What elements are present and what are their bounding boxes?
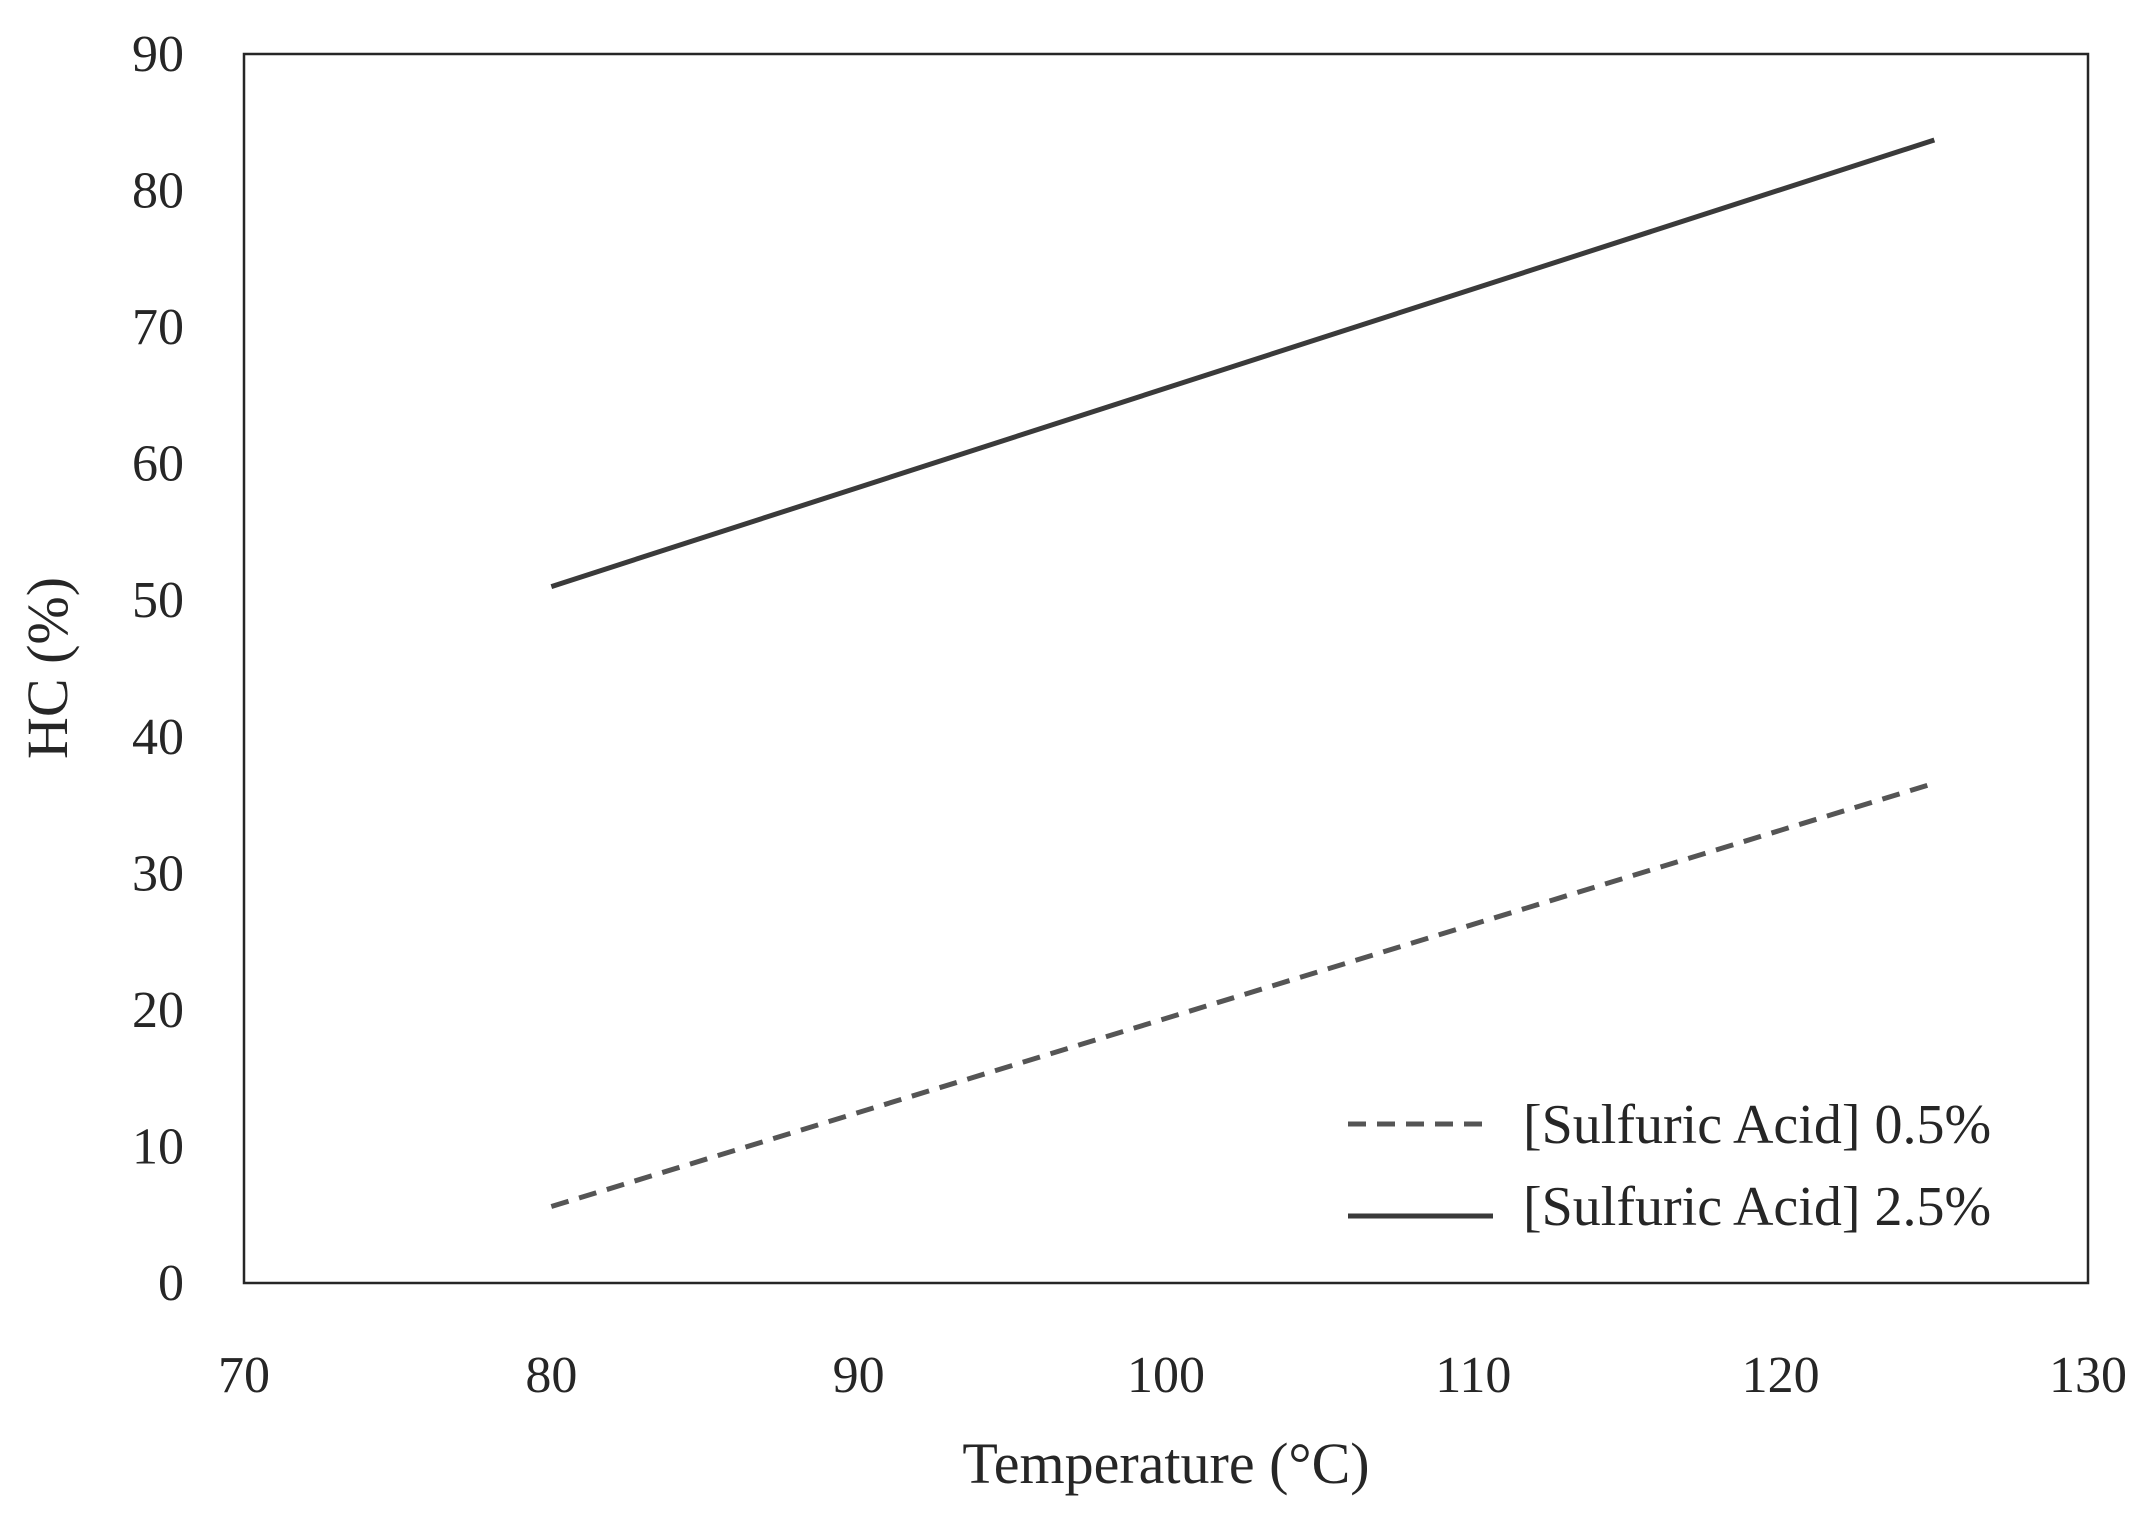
- y-tick-label: 30: [132, 845, 184, 902]
- legend: [Sulfuric Acid] 0.5% [Sulfuric Acid] 2.5…: [1348, 1094, 1991, 1238]
- x-axis-tick-labels: 70 80 90 100 110 120 130: [218, 1347, 2127, 1404]
- y-tick-label: 60: [132, 436, 184, 493]
- x-tick-label: 100: [1127, 1347, 1205, 1404]
- y-tick-label: 40: [132, 709, 184, 766]
- series-lines: [550, 137, 1936, 1209]
- plot-area-frame: [242, 52, 2090, 1285]
- x-tick-label: 80: [525, 1347, 577, 1404]
- y-tick-label: 0: [158, 1255, 184, 1312]
- x-tick-label: 70: [218, 1347, 270, 1404]
- y-tick-label: 20: [132, 982, 184, 1039]
- x-tick-label: 90: [833, 1347, 885, 1404]
- y-tick-label: 10: [132, 1118, 184, 1175]
- y-tick-label: 50: [132, 572, 184, 629]
- x-tick-label: 110: [1435, 1347, 1511, 1404]
- series-line-0-5-percent: [550, 780, 1936, 1209]
- y-axis-title: HC (%): [15, 577, 80, 759]
- x-axis-title: Temperature (°C): [962, 1431, 1369, 1496]
- y-tick-label: 80: [132, 163, 184, 220]
- legend-label-0-5: [Sulfuric Acid] 0.5%: [1523, 1094, 1991, 1156]
- y-tick-label: 90: [132, 26, 184, 83]
- y-axis-tick-labels: 0 10 20 30 40 50 60 70 80 90: [132, 26, 184, 1312]
- legend-label-2-5: [Sulfuric Acid] 2.5%: [1523, 1176, 1991, 1238]
- x-tick-label: 130: [2049, 1347, 2127, 1404]
- x-tick-label: 120: [1742, 1347, 1820, 1404]
- y-tick-label: 70: [132, 299, 184, 356]
- series-line-2-5-percent: [550, 137, 1936, 589]
